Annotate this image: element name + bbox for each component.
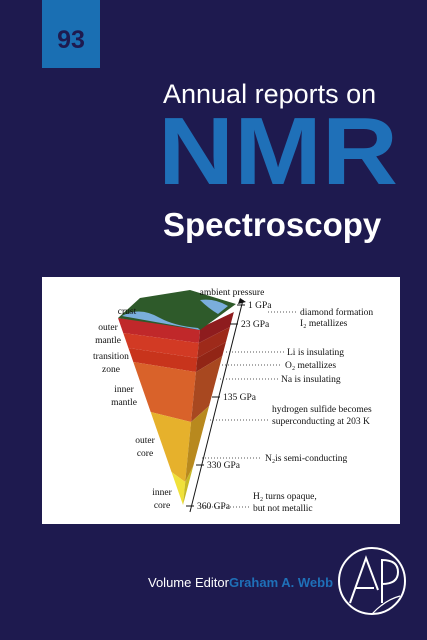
series-line: Annual reports on	[163, 79, 376, 109]
volume-number: 93	[57, 26, 85, 54]
cone-side	[183, 466, 194, 505]
cone-side	[198, 312, 234, 343]
layer-label: inner	[114, 385, 134, 395]
ocean	[122, 299, 228, 330]
earth-cone	[118, 290, 236, 505]
layer-label: outer	[135, 436, 155, 446]
ambient-label: ambient pressure	[200, 288, 265, 298]
note-label: I₂ metallizes	[300, 319, 348, 329]
note-label: hydrogen sulfide becomes	[272, 404, 372, 415]
axis-arrow	[238, 298, 246, 304]
cone-side	[197, 327, 230, 358]
note-label: superconducting at 203 K	[272, 417, 370, 427]
layer-label: crust	[118, 307, 137, 317]
cone-layer	[171, 472, 186, 505]
cone-layer	[133, 362, 196, 422]
layer-label: mantle	[95, 336, 121, 346]
figure-labels: crustoutermantletransitionzoneinnermantl…	[93, 288, 373, 514]
volume-box	[42, 0, 100, 68]
pressure-label: 135 GPa	[223, 393, 257, 403]
pressure-axis	[189, 299, 244, 513]
layer-label: inner	[152, 488, 172, 498]
editor-name: Graham A. Webb	[229, 575, 333, 590]
subtitle: Spectroscopy	[163, 206, 382, 243]
editor-label: Volume Editor	[148, 575, 230, 590]
layer-label: mantle	[111, 398, 137, 408]
pressure-label: 360 GPa	[197, 502, 231, 512]
note-label: N₂is semi-conducting	[265, 454, 347, 464]
cone-layer	[118, 318, 201, 343]
cone-layer	[150, 412, 192, 482]
cone-layer	[123, 333, 199, 358]
layer-label: core	[154, 501, 170, 511]
layer-label: transition	[93, 352, 129, 362]
pressure-label: 1 GPa	[248, 301, 272, 311]
pressure-label: 330 GPa	[207, 461, 241, 471]
layer-label: core	[137, 449, 153, 459]
note-label: diamond formation	[300, 307, 373, 318]
note-label: H₂ turns opaque,	[253, 492, 317, 502]
cone-layer	[128, 348, 198, 372]
publisher-logo	[338, 547, 406, 615]
title: NMR	[158, 98, 398, 205]
note-label: but not metallic	[253, 504, 313, 514]
pressure-label: 23 GPa	[241, 320, 270, 330]
cone-side	[195, 342, 226, 372]
note-label: O₂ metallizes	[285, 361, 336, 371]
note-label: Li is insulating	[287, 348, 344, 358]
note-label: Na is insulating	[281, 375, 341, 385]
layer-label: zone	[102, 365, 120, 375]
layer-label: outer	[98, 323, 118, 333]
cone-side	[185, 406, 210, 482]
cone-side	[191, 356, 223, 422]
